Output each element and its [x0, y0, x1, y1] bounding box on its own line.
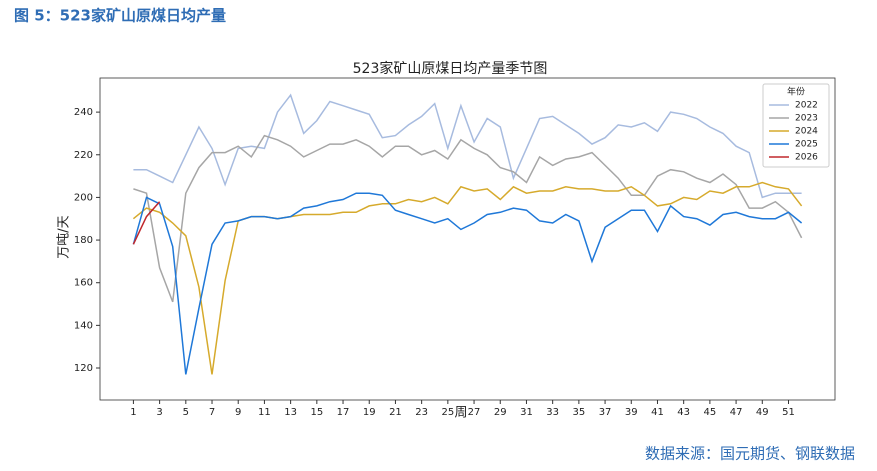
y-tick-label: 140: [74, 320, 93, 331]
y-tick-label: 240: [74, 107, 93, 118]
x-tick-label: 13: [284, 407, 297, 418]
x-tick-label: 47: [730, 407, 743, 418]
x-tick-label: 33: [546, 407, 559, 418]
legend-label: 2025: [795, 140, 818, 150]
x-tick-label: 31: [520, 407, 533, 418]
x-tick-label: 27: [468, 407, 481, 418]
x-tick-label: 41: [651, 407, 664, 418]
x-tick-label: 21: [389, 407, 402, 418]
legend-label: 2024: [795, 127, 818, 137]
series-line: [132, 192, 803, 375]
chart-title: 523家矿山原煤日均产量季节图: [353, 60, 548, 77]
legend-label: 2023: [795, 114, 818, 124]
x-tick-label: 11: [258, 407, 271, 418]
x-tick-label: 25: [441, 407, 454, 418]
y-tick-label: 180: [74, 235, 93, 246]
x-tick-label: 9: [235, 407, 241, 418]
x-tick-label: 37: [599, 407, 612, 418]
x-axis-label: 周: [454, 406, 467, 421]
y-tick-label: 120: [74, 363, 93, 374]
x-tick-label: 43: [677, 407, 690, 418]
x-tick-label: 49: [756, 407, 769, 418]
legend-label: 2026: [795, 153, 818, 163]
series-line: [132, 181, 803, 375]
x-tick-label: 15: [310, 407, 323, 418]
y-tick-label: 220: [74, 150, 93, 161]
y-tick-label: 160: [74, 278, 93, 289]
x-tick-label: 45: [704, 407, 717, 418]
x-tick-label: 3: [156, 407, 162, 418]
series-line: [132, 201, 161, 245]
x-tick-label: 23: [415, 407, 428, 418]
series-line: [133, 134, 803, 303]
x-tick-label: 29: [494, 407, 507, 418]
x-tick-label: 39: [625, 407, 638, 418]
x-tick-label: 19: [363, 407, 376, 418]
x-tick-label: 51: [782, 407, 795, 418]
source-note: 数据来源：国元期货、钢联数据: [645, 445, 855, 463]
x-tick-label: 5: [183, 407, 189, 418]
plot-frame: [99, 77, 836, 401]
x-tick-label: 1: [130, 407, 136, 418]
series-line: [133, 93, 802, 199]
x-tick-label: 35: [572, 407, 585, 418]
legend-title: 年份: [787, 86, 805, 98]
y-axis-label: 万吨/天: [57, 215, 72, 258]
page-title: 图 5：523家矿山原煤日均产量: [14, 7, 226, 25]
x-tick-label: 7: [209, 407, 215, 418]
x-tick-label: 17: [337, 407, 350, 418]
legend-label: 2022: [795, 101, 818, 111]
y-tick-label: 200: [74, 192, 93, 203]
